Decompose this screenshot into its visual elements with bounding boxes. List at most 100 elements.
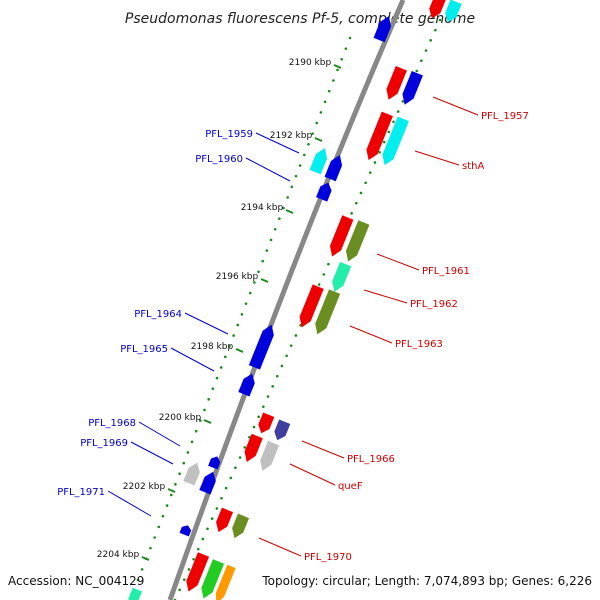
gene-label-connector (107, 490, 152, 517)
gene-label-text: PFL_1964 (134, 309, 182, 320)
gene-label-text: PFL_1961 (422, 266, 470, 277)
gene-arrow-pfl-1966 (274, 419, 291, 441)
gene-arrow-pfl-1962 (332, 261, 352, 292)
gene-arrow-bottom-a (186, 552, 210, 592)
gene-label-connector (170, 347, 215, 372)
tick-mark (285, 209, 294, 214)
gene-arrow-small-a (316, 182, 332, 202)
gene-label-text: PFL_1966 (347, 454, 395, 465)
gene-label-pfl-1960: PFL_1960 (195, 154, 291, 182)
gene-label-pfl-1970: PFL_1970 (258, 537, 352, 563)
gene-label-quef: queF (289, 463, 363, 492)
gene-arrow-sthA (382, 116, 409, 166)
gene-arrow-pfl-1957 (402, 70, 423, 105)
gene-label-pfl-1971: PFL_1971 (57, 487, 152, 517)
tick-mark (314, 137, 323, 142)
tick-label-2198-kbp: 2198 kbp (191, 342, 234, 352)
gene-label-connector (258, 537, 302, 557)
tick-mark (141, 556, 150, 561)
gene-label-text: PFL_1962 (410, 299, 458, 310)
gene-top-b (445, 0, 462, 23)
gene-arrow-small-b (208, 456, 221, 470)
gene-arrow-pfl-1969 (199, 471, 216, 495)
tick-label-2190-kbp: 2190 kbp (289, 58, 332, 68)
gene-label-text: PFL_1971 (57, 487, 105, 498)
gene-label-pfl-1959: PFL_1959 (205, 129, 300, 154)
gene-label-text: PFL_1960 (195, 154, 243, 165)
gene-arrow-queF (260, 440, 280, 471)
gene-label-pfl-1964: PFL_1964 (134, 309, 229, 335)
gene-arrow-bottom-b (201, 559, 225, 599)
gene-label-pfl-1966: PFL_1966 (301, 440, 395, 465)
gene-arrow-sthA-left (366, 111, 393, 161)
tick-mark (333, 64, 342, 69)
gene-arrow-pfl-1964 (248, 324, 274, 370)
genome-stats-text: Topology: circular; Length: 7,074,893 bp… (262, 574, 592, 588)
gene-label-connector (289, 463, 336, 486)
label-layer: PFL_1957 sthA PFL_1961 PFL_1962 PFL_1963 PFL_… (57, 96, 529, 563)
tick-label-2192-kbp: 2192 kbp (270, 131, 313, 141)
gene-label-connector (138, 421, 181, 447)
gene-arrow-pfl-1959 (309, 147, 328, 175)
gene-label-pfl-1962: PFL_1962 (363, 289, 458, 310)
gene-label-stha: sthA (414, 150, 484, 172)
gene-label-connector (130, 441, 174, 465)
gene-arrow-pfl-1961-left (329, 215, 354, 257)
gene-label-connector (432, 96, 479, 116)
tick-label-2194-kbp: 2194 kbp (241, 203, 284, 213)
gene-label-connector (255, 132, 300, 154)
gene-label-pfl-1965: PFL_1965 (120, 344, 215, 372)
genome-backbone (167, 0, 406, 600)
gene-arrow-pfl-1966-left (258, 412, 275, 434)
gene-arrow-pfl-1957-left (386, 65, 407, 100)
gene-arrow-pfl-1963-left (299, 284, 324, 328)
tick-label-2200-kbp: 2200 kbp (159, 413, 202, 423)
gene-top-reverse (373, 15, 392, 43)
gene-label-connector (301, 440, 345, 459)
gene-label-connector (376, 253, 420, 271)
gene-arrow-bottom-c (215, 564, 236, 600)
tick-track-left (136, 36, 352, 582)
gene-label-pfl-1969: PFL_1969 (80, 438, 174, 465)
map-title: Pseudomonas fluorescens Pf-5, complete g… (125, 11, 475, 27)
tick-mark (260, 278, 269, 283)
gene-label-connector (414, 150, 460, 166)
gene-label-connector (245, 157, 291, 182)
gene-label-pfl-1968: PFL_1968 (88, 418, 181, 447)
gene-label-text: PFL_1957 (481, 111, 529, 122)
gene-arrow-queF-left (244, 433, 263, 462)
tick-label-2204-kbp: 2204 kbp (97, 550, 140, 560)
gene-label-text: PFL_1959 (205, 129, 253, 140)
accession-text: Accession: NC_004129 (8, 574, 145, 588)
gene-arrow-bottom-d (128, 587, 143, 600)
gene-layer (128, 0, 462, 600)
gene-label-text: PFL_1970 (304, 552, 352, 563)
gene-arrow-pfl-1961 (345, 220, 370, 262)
gene-label-pfl-1963: PFL_1963 (349, 325, 443, 350)
gene-label-text: queF (338, 481, 363, 492)
gene-label-pfl-1961: PFL_1961 (376, 253, 470, 277)
tick-label-2202-kbp: 2202 kbp (123, 482, 166, 492)
tick-layer: 2190 kbp 2192 kbp 2194 kbp 2196 kbp 2198 kbp… (97, 18, 442, 600)
gene-arrow-pfl-1965 (238, 373, 255, 397)
gene-arrow-pfl-1968 (183, 462, 200, 486)
tick-label-2196-kbp: 2196 kbp (216, 272, 259, 282)
gene-arrow-pfl-1970-left (216, 507, 234, 533)
gene-arrow-pfl-1970 (232, 513, 250, 539)
gene-label-text: PFL_1963 (395, 339, 443, 350)
gene-label-pfl-1957: PFL_1957 (432, 96, 529, 122)
gene-label-text: PFL_1969 (80, 438, 128, 449)
gene-arrow-pfl-1971 (179, 525, 192, 537)
gene-label-connector (184, 312, 229, 335)
gene-arrow-pfl-1963 (315, 289, 341, 335)
gene-label-text: sthA (462, 161, 484, 172)
gene-top-a (429, 0, 446, 19)
gene-arrow-pfl-1960 (324, 154, 343, 182)
tick-mark (167, 488, 176, 493)
gene-label-connector (349, 325, 393, 344)
gene-label-connector (363, 289, 408, 304)
tick-mark (235, 348, 244, 353)
gene-label-text: PFL_1965 (120, 344, 168, 355)
